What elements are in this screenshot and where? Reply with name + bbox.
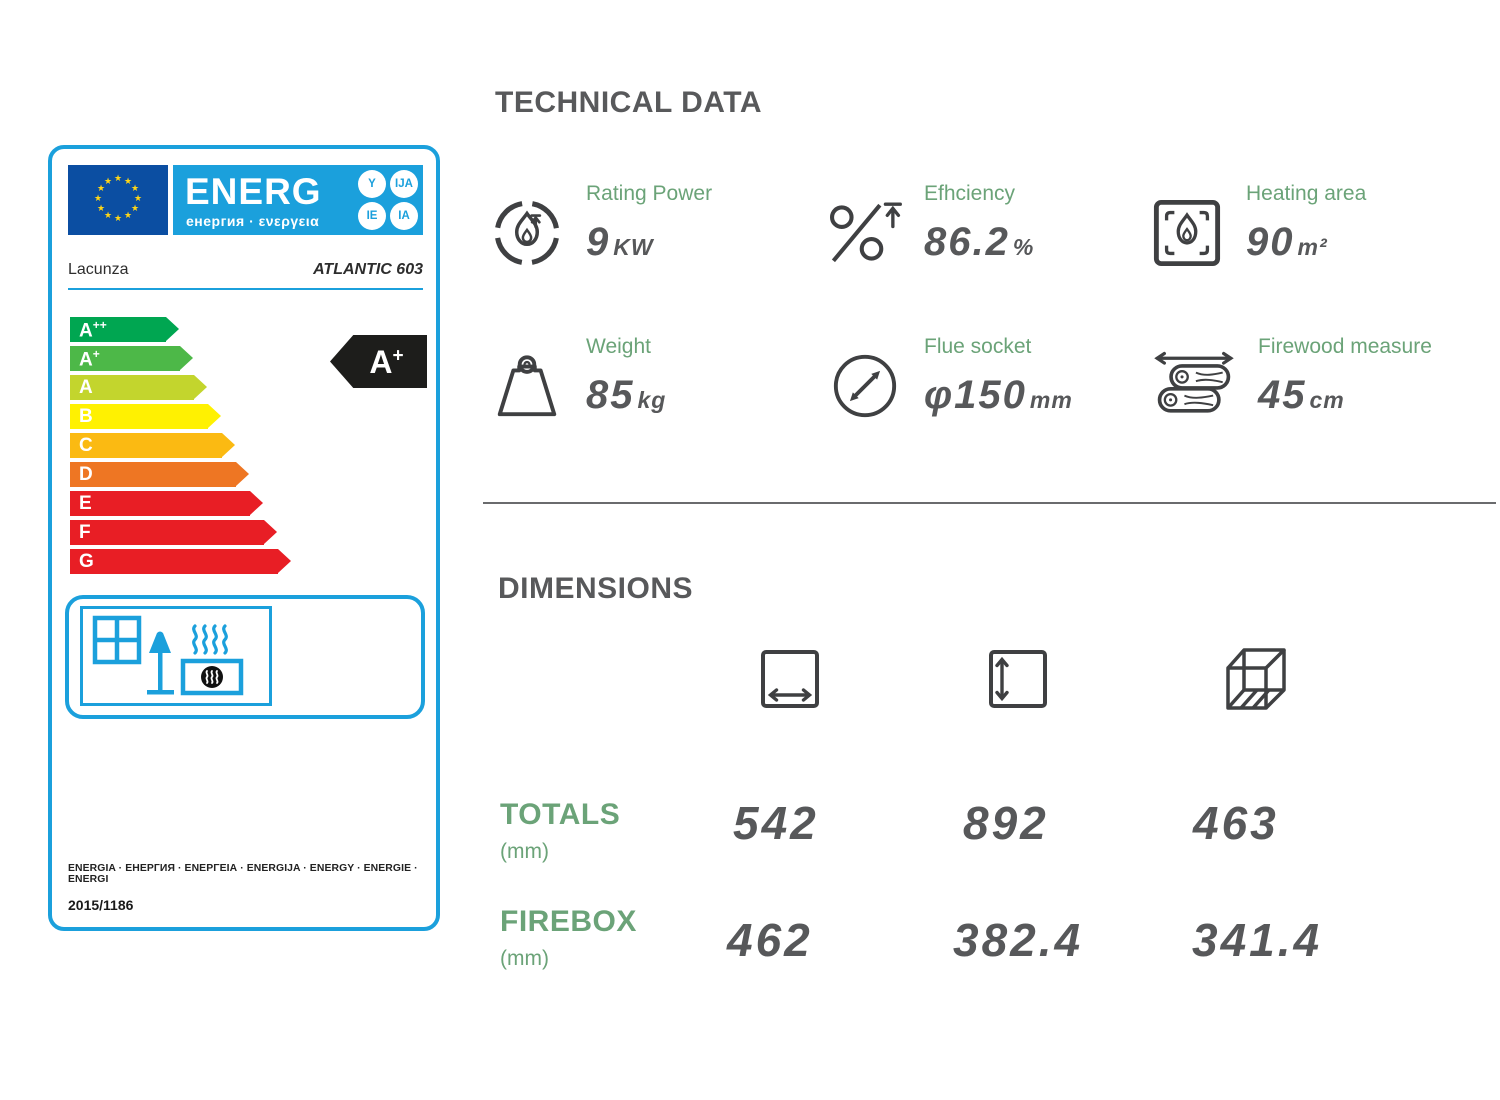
scale-arrow-a+: A+ bbox=[70, 346, 291, 371]
energ-subtext: енергия · ενεργεια bbox=[186, 213, 320, 229]
spec-weight: Weight 85 kg bbox=[488, 335, 666, 425]
svg-text:★: ★ bbox=[97, 184, 105, 194]
scale-arrow-g: G bbox=[70, 549, 291, 574]
totals-width: 542 bbox=[733, 797, 819, 849]
scale-arrow-f: F bbox=[70, 520, 291, 545]
totals-depth: 463 bbox=[1193, 797, 1279, 849]
svg-text:★: ★ bbox=[104, 177, 112, 187]
totals-height: 892 bbox=[963, 797, 1049, 849]
dimensions-title: DIMENSIONS bbox=[498, 572, 694, 605]
scale-arrow-b: B bbox=[70, 404, 291, 429]
scale-arrow-a++: A++ bbox=[70, 317, 291, 342]
flame-gauge-icon bbox=[488, 194, 566, 272]
heater-icon bbox=[192, 624, 228, 655]
spec-efficiency: Efhciency 86.2% bbox=[826, 182, 1034, 272]
scale-arrow-e: E bbox=[70, 491, 291, 516]
energ-text: ENERG bbox=[185, 171, 322, 212]
firebox-label: FIREBOX bbox=[500, 905, 637, 938]
label-regulation: 2015/1186 bbox=[68, 897, 134, 913]
energy-label-header: ★ ★ ★ ★ ★ ★ ★ ★ ★ ★ ★ ★ ENERG енергия · ενεργεια… bbox=[68, 165, 423, 235]
height-icon bbox=[986, 645, 1050, 718]
svg-text:★: ★ bbox=[124, 211, 132, 221]
svg-text:★: ★ bbox=[131, 204, 139, 214]
window-icon bbox=[92, 615, 142, 665]
svg-text:★: ★ bbox=[97, 204, 105, 214]
firewood-icon bbox=[1150, 347, 1238, 425]
badge-ija: IJA bbox=[390, 170, 418, 198]
spec-value: φ150 mm bbox=[924, 373, 1073, 417]
rating-badge-grade: A+ bbox=[369, 343, 404, 380]
technical-data-title: TECHNICAL DATA bbox=[495, 86, 762, 119]
firebox-height: 382.4 bbox=[953, 914, 1084, 966]
firebox-depth: 341.4 bbox=[1192, 914, 1323, 966]
spec-value: 86.2% bbox=[924, 220, 1035, 264]
spec-label: Heating area bbox=[1246, 182, 1367, 205]
badge-ie: IE bbox=[358, 202, 386, 230]
scale-arrow-c: C bbox=[70, 433, 291, 458]
spec-value: 90 m² bbox=[1246, 220, 1328, 264]
spec-value: 45 cm bbox=[1258, 373, 1345, 417]
totals-unit: (mm) bbox=[500, 840, 549, 863]
brand-name: Lacunza bbox=[68, 261, 129, 278]
firebox-width: 462 bbox=[727, 914, 813, 966]
percent-up-icon bbox=[826, 194, 904, 272]
energy-label-card: ★ ★ ★ ★ ★ ★ ★ ★ ★ ★ ★ ★ ENERG енергия · ενεργεια… bbox=[48, 145, 440, 931]
svg-text:★: ★ bbox=[114, 214, 122, 224]
svg-text:★: ★ bbox=[131, 184, 139, 194]
svg-text:★: ★ bbox=[104, 211, 112, 221]
lamp-icon bbox=[147, 631, 174, 695]
spec-value: 85 kg bbox=[586, 373, 667, 417]
spec-value: 9 KW bbox=[586, 220, 654, 264]
room-pictogram bbox=[80, 606, 272, 706]
totals-label: TOTALS bbox=[500, 798, 621, 831]
scale-arrow-d: D bbox=[70, 462, 291, 487]
section-divider bbox=[483, 502, 1496, 504]
rating-scale: A++ A+ A B C D E F G bbox=[70, 317, 291, 578]
width-icon bbox=[758, 645, 822, 718]
spec-label: Firewood measure bbox=[1258, 335, 1432, 358]
svg-text:★: ★ bbox=[134, 194, 142, 204]
rating-badge: A+ bbox=[330, 335, 427, 388]
spec-label: Flue socket bbox=[924, 335, 1032, 358]
svg-text:★: ★ bbox=[124, 177, 132, 187]
energ-logo: ENERG енергия · ενεργεια Y IJA IE IA bbox=[173, 165, 423, 235]
svg-text:★: ★ bbox=[114, 174, 122, 184]
depth-icon bbox=[1210, 638, 1294, 727]
firebox-unit: (mm) bbox=[500, 947, 549, 970]
spec-label: Rating Power bbox=[586, 182, 713, 205]
pipe-diameter-icon bbox=[826, 347, 904, 425]
spec-firewood: Firewood measure 45 cm bbox=[1150, 335, 1432, 425]
weight-icon bbox=[488, 347, 566, 425]
spec-flue-socket: Flue socket φ150 mm bbox=[826, 335, 1073, 425]
spec-rating-power: Rating Power 9 KW bbox=[488, 182, 712, 272]
dim-row-firebox: FIREBOX (mm) bbox=[500, 905, 637, 971]
flame-square-icon bbox=[1148, 194, 1226, 272]
spec-label: Weight bbox=[586, 335, 651, 358]
label-languages: ENERGIA · ЕНЕРГИЯ · ΕΝΕΡΓΕΙΑ · ENERGIJA … bbox=[68, 863, 418, 885]
badge-ia: IA bbox=[390, 202, 418, 230]
brand-row: Lacunza ATLANTIC 603 bbox=[68, 261, 423, 290]
dim-row-totals: TOTALS (mm) bbox=[500, 798, 620, 864]
energ-language-badges: Y IJA IE IA bbox=[358, 170, 418, 230]
badge-y: Y bbox=[358, 170, 386, 198]
spec-label: Efhciency bbox=[924, 182, 1016, 205]
spec-heating-area: Heating area 90 m² bbox=[1148, 182, 1366, 272]
model-name: ATLANTIC 603 bbox=[313, 261, 423, 278]
scale-arrow-a: A bbox=[70, 375, 291, 400]
pictogram-box bbox=[65, 595, 425, 719]
eu-flag-icon: ★ ★ ★ ★ ★ ★ ★ ★ ★ ★ ★ ★ bbox=[68, 165, 168, 235]
svg-text:★: ★ bbox=[94, 194, 102, 204]
